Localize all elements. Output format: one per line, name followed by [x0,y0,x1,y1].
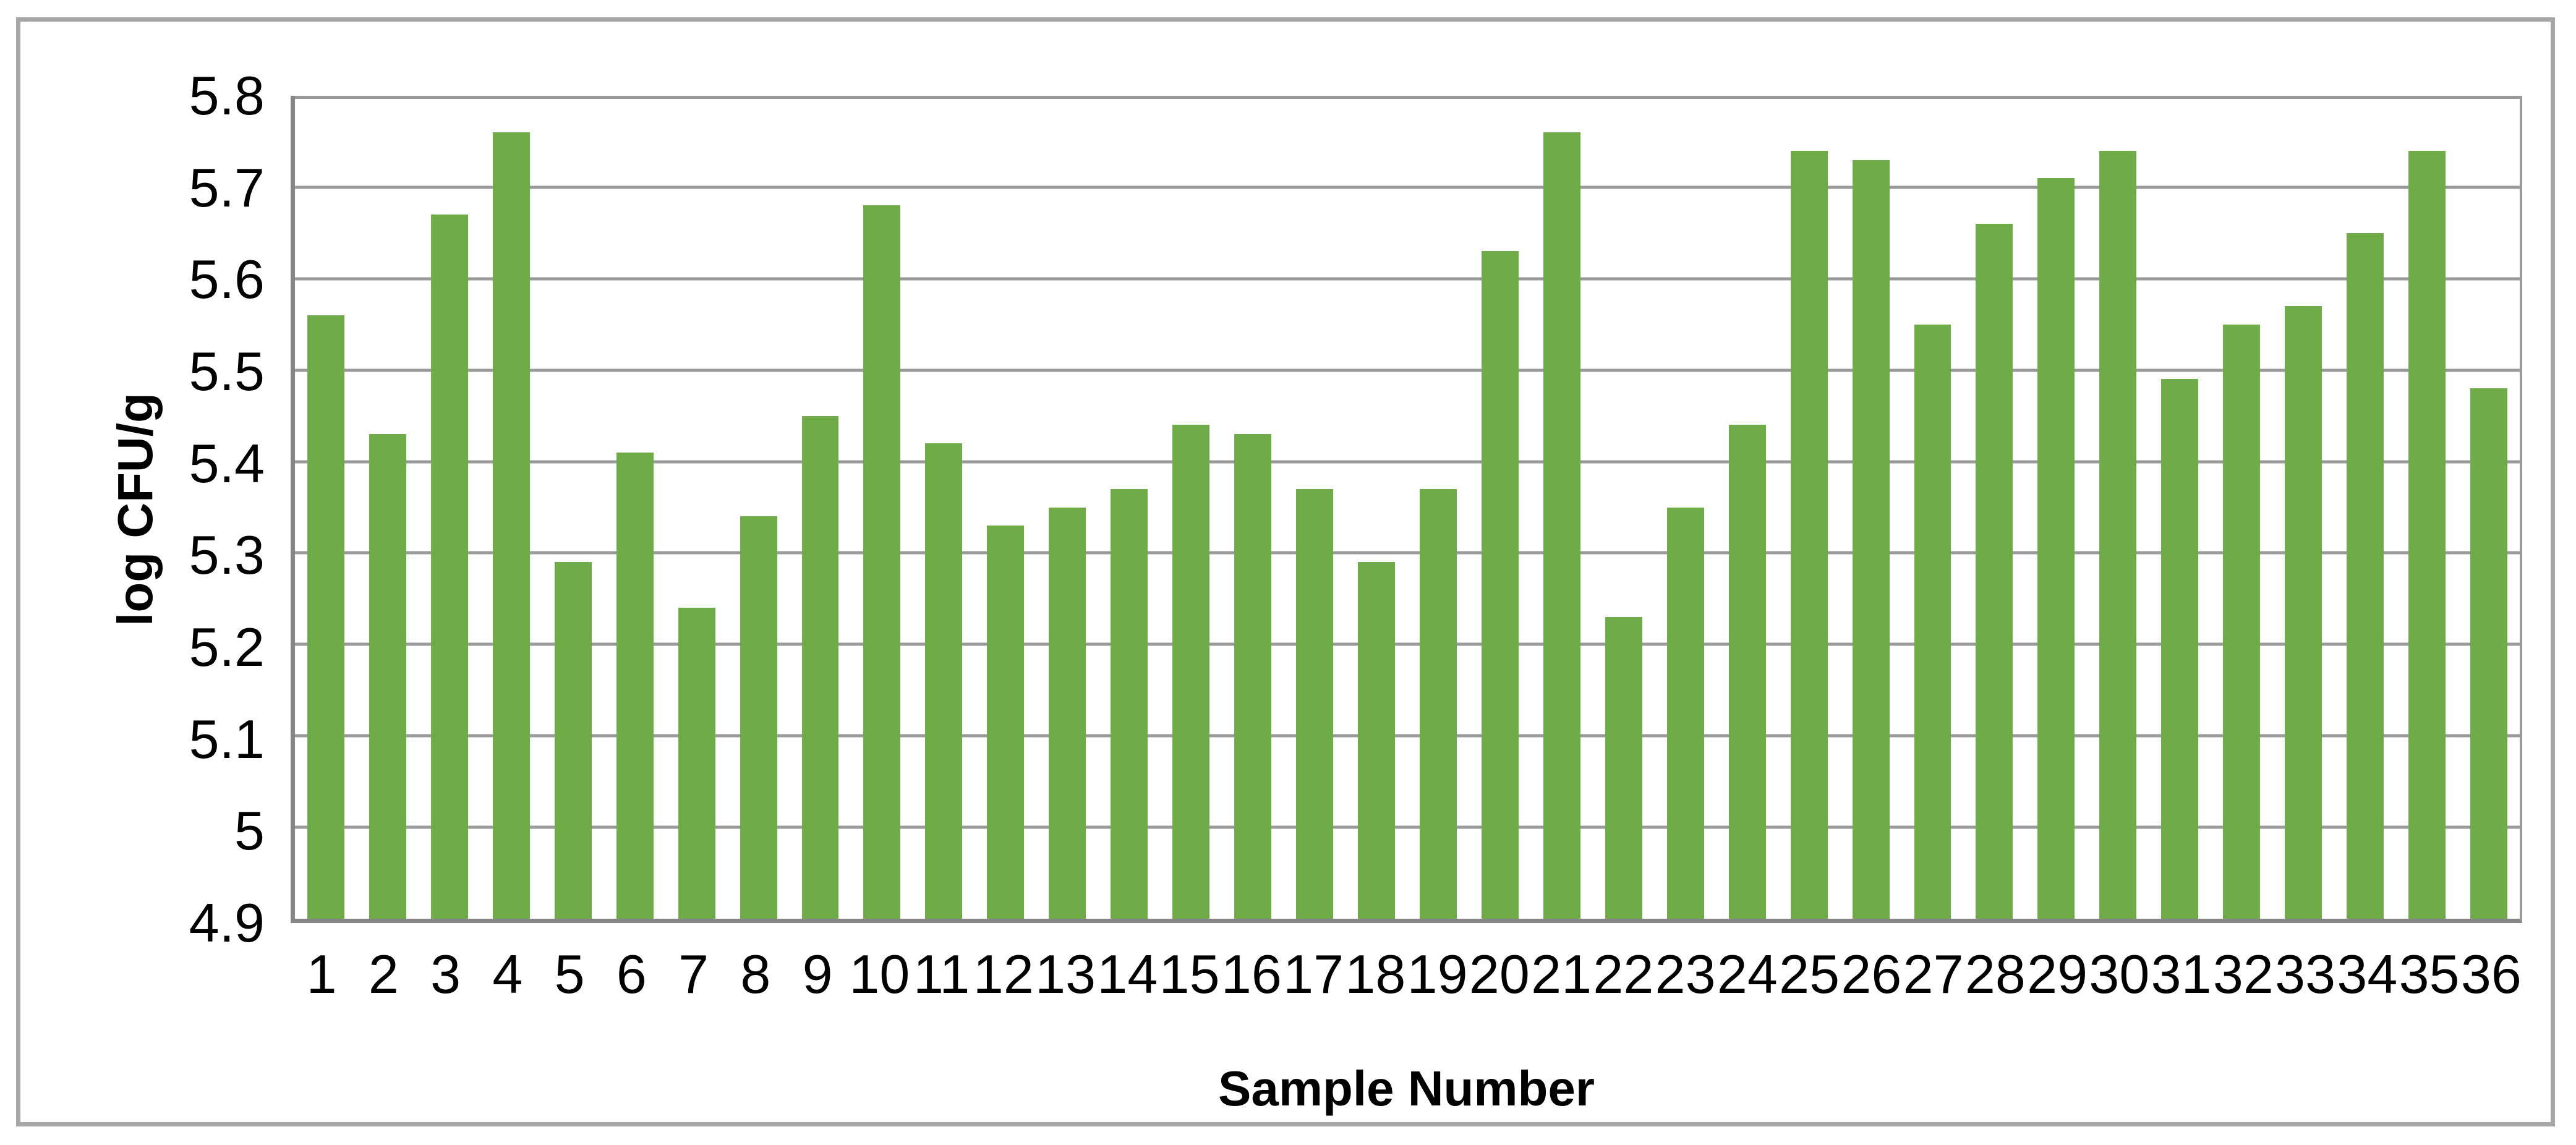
bar-sample-6 [616,452,654,919]
bar-sample-35 [2408,150,2446,919]
x-tick-label-33: 33 [2275,943,2336,1005]
bar-sample-23 [1666,507,1704,919]
bar-sample-9 [801,415,839,919]
x-axis-tick-labels: 1 2 3 4 5 6 7 8 9 10 11 12 13 14 15 16 17 18 19 20 21 22 23 24 2… [291,947,2522,1015]
bar-sample-7 [678,608,715,919]
y-tick-label-5.1: 5.1 [189,708,265,770]
bar-sample-18 [1358,562,1395,919]
bar-sample-12 [987,526,1025,919]
x-axis-title: Sample Number [1218,1061,1595,1116]
x-tick-label-19: 19 [1407,943,1468,1005]
x-tick-label-28: 28 [1964,943,2026,1005]
x-tick-label-29: 29 [2027,943,2088,1005]
bar-sample-27 [1914,324,1951,919]
bar-sample-25 [1790,150,1828,919]
y-tick-label-4.9: 4.9 [189,892,265,953]
x-tick-label-10: 10 [849,943,910,1005]
x-tick-label-13: 13 [1035,943,1096,1005]
bar-sample-21 [1543,132,1580,919]
bar-sample-2 [369,434,406,919]
x-tick-label-1: 1 [306,943,337,1005]
x-tick-label-7: 7 [678,943,709,1005]
x-tick-label-2: 2 [368,943,399,1005]
bar-sample-36 [2470,388,2507,919]
chart-frame: log CFU/g 5.8 5.7 5.6 5.5 5.4 5.3 5.2 5.1 5 4.9 1… [16,17,2555,1126]
bar-sample-16 [1234,434,1272,919]
y-tick-label-5.4: 5.4 [189,432,265,494]
gridline-5.5 [295,368,2520,372]
bar-sample-15 [1172,425,1210,919]
bar-sample-34 [2347,232,2384,919]
x-tick-label-14: 14 [1097,943,1158,1005]
gridline-5.6 [295,277,2520,281]
y-axis-tick-labels: 5.8 5.7 5.6 5.5 5.4 5.3 5.2 5.1 5 4.9 [20,69,265,950]
bar-sample-1 [307,315,344,919]
gridline-5.2 [295,642,2520,646]
x-tick-label-12: 12 [973,943,1034,1005]
x-tick-label-16: 16 [1221,943,1282,1005]
bar-sample-28 [1976,224,2013,919]
x-tick-label-15: 15 [1159,943,1220,1005]
bar-sample-30 [2099,150,2137,919]
bar-sample-13 [1049,507,1086,919]
bar-sample-29 [2037,178,2075,919]
gridline-5.1 [295,734,2520,738]
x-tick-label-25: 25 [1779,943,1840,1005]
bar-sample-24 [1728,425,1766,919]
plot-area [291,96,2522,923]
bar-sample-32 [2223,324,2261,919]
x-tick-label-3: 3 [430,943,461,1005]
y-tick-label-5: 5 [234,800,265,862]
x-tick-label-21: 21 [1531,943,1592,1005]
bar-sample-14 [1111,488,1148,919]
gridline-5.3 [295,551,2520,555]
y-tick-label-5.7: 5.7 [189,156,265,218]
x-tick-label-6: 6 [616,943,647,1005]
x-tick-label-30: 30 [2089,943,2150,1005]
bar-sample-26 [1852,160,1890,919]
x-tick-label-35: 35 [2399,943,2460,1005]
y-tick-label-5.8: 5.8 [189,65,265,126]
x-tick-label-9: 9 [802,943,833,1005]
x-tick-label-17: 17 [1283,943,1344,1005]
x-tick-label-31: 31 [2151,943,2212,1005]
bar-sample-10 [863,205,901,919]
y-tick-label-5.5: 5.5 [189,341,265,402]
x-tick-label-34: 34 [2337,943,2398,1005]
x-tick-label-8: 8 [740,943,771,1005]
bar-sample-31 [2161,379,2199,919]
gridline-5.8 [295,96,2520,99]
bar-sample-20 [1481,251,1519,919]
x-tick-label-26: 26 [1841,943,1902,1005]
x-tick-label-4: 4 [492,943,523,1005]
y-tick-label-5.6: 5.6 [189,249,265,310]
x-tick-label-36: 36 [2460,943,2522,1005]
bar-sample-22 [1605,616,1642,919]
bar-sample-11 [925,443,963,919]
x-tick-label-24: 24 [1717,943,1778,1005]
gridline-5 [295,825,2520,829]
x-tick-label-32: 32 [2212,943,2274,1005]
x-tick-label-22: 22 [1593,943,1654,1005]
x-tick-label-5: 5 [554,943,585,1005]
gridline-5.7 [295,185,2520,189]
x-tick-label-20: 20 [1469,943,1530,1005]
bar-sample-5 [554,562,592,919]
gridline-5.4 [295,460,2520,464]
bar-sample-33 [2285,306,2322,919]
bar-sample-4 [492,132,530,919]
x-tick-label-23: 23 [1655,943,1716,1005]
y-tick-label-5.2: 5.2 [189,616,265,678]
y-tick-label-5.3: 5.3 [189,524,265,586]
x-tick-label-27: 27 [1903,943,1964,1005]
bar-sample-3 [430,215,468,919]
x-tick-label-18: 18 [1345,943,1406,1005]
bar-sample-19 [1419,488,1457,919]
bar-sample-8 [740,516,777,919]
bar-sample-17 [1296,488,1334,919]
x-tick-label-11: 11 [913,943,970,1005]
